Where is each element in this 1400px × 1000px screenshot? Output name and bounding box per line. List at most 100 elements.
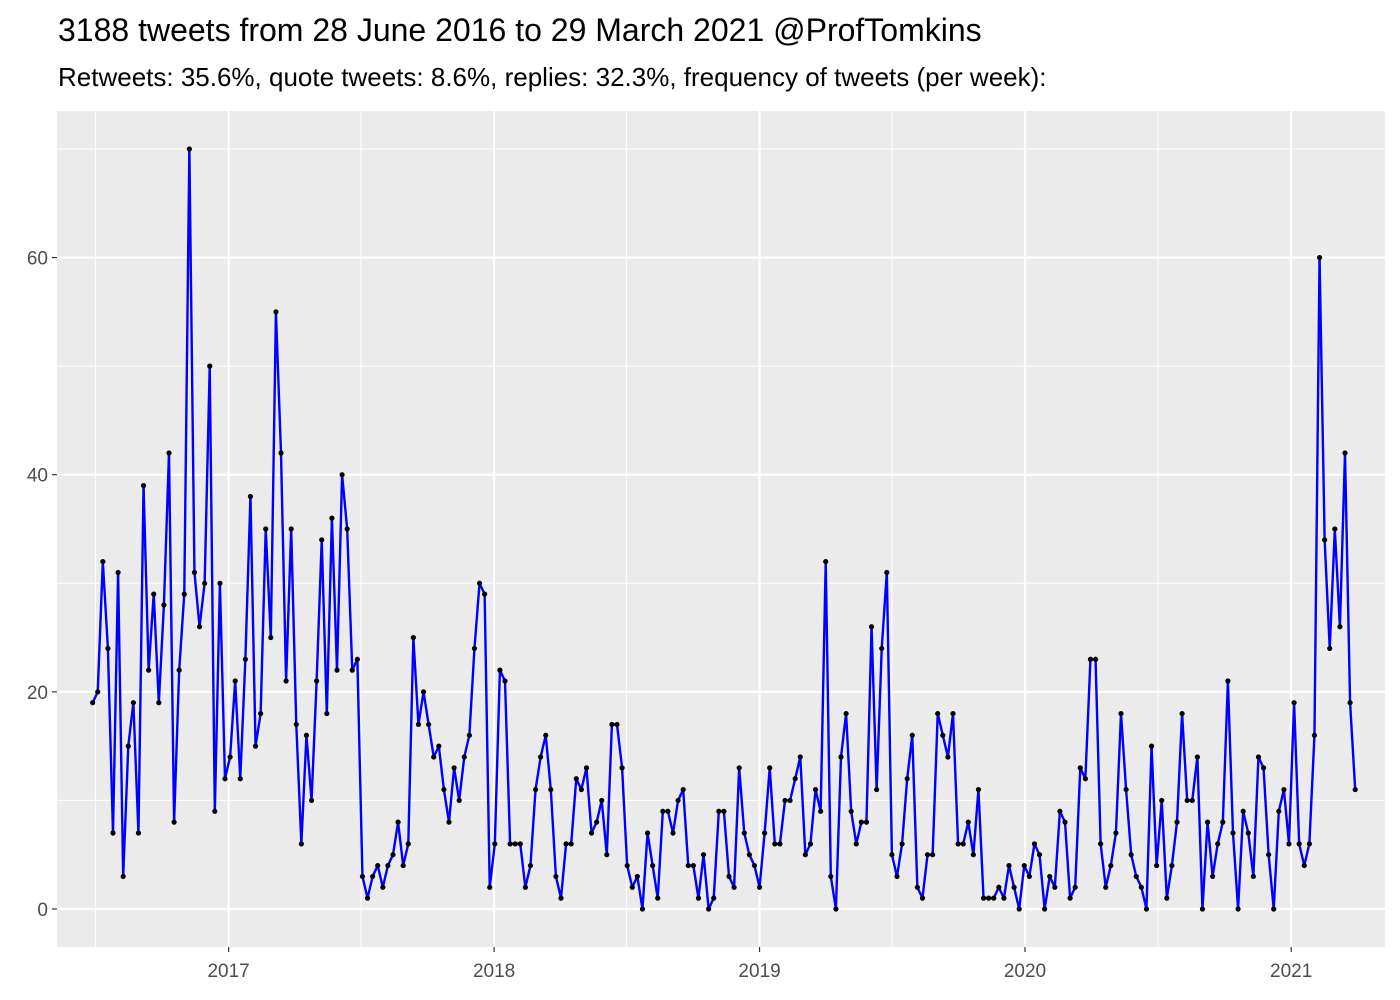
series-line-segment: [732, 766, 741, 889]
data-point: [303, 732, 310, 738]
series-line-segment: [1297, 842, 1306, 867]
series-line-segment: [641, 831, 649, 911]
data-point: [884, 569, 890, 576]
series-line-segment: [1028, 842, 1036, 878]
series-line-segment: [1094, 658, 1102, 846]
data-point: [751, 862, 758, 869]
data-point: [1266, 852, 1272, 858]
series-line-segment: [625, 864, 634, 889]
series-line-segment: [1267, 853, 1275, 911]
series-line-segment: [1124, 788, 1133, 856]
data-point: [202, 580, 208, 586]
data-point: [349, 667, 355, 673]
series-line-segment: [702, 853, 710, 911]
series-line-segment: [961, 820, 970, 846]
data-point: [207, 363, 213, 369]
series-line-segment: [1272, 810, 1281, 911]
data-point: [1128, 852, 1134, 858]
series-line-segment: [1114, 712, 1123, 835]
data-point: [1271, 906, 1277, 912]
data-point: [1143, 906, 1150, 912]
series-line-segment: [1252, 755, 1260, 878]
data-point: [996, 884, 1002, 890]
series-line-segment: [875, 647, 883, 791]
y-tick-label: 60: [27, 249, 48, 270]
series-line-segment: [1170, 820, 1179, 867]
series-line-segment: [921, 853, 929, 900]
data-point: [1301, 862, 1307, 869]
series-line-segment: [697, 853, 705, 900]
series-line-segment: [1348, 701, 1357, 791]
series-line-segment: [844, 712, 853, 813]
data-point: [894, 873, 900, 880]
data-point: [146, 667, 152, 673]
data-point: [191, 569, 198, 576]
data-point: [1026, 873, 1032, 880]
data-point: [1006, 862, 1012, 869]
chart-subtitle: Retweets: 35.6%, quote tweets: 8.6%, rep…: [58, 62, 1047, 92]
data-point: [1332, 526, 1338, 532]
data-point: [181, 591, 187, 597]
data-point: [186, 146, 192, 152]
data-point: [823, 558, 829, 565]
data-point: [385, 862, 391, 869]
series-line-segment: [1073, 766, 1082, 889]
series-line-segment: [1196, 755, 1204, 911]
series-line-segment: [325, 516, 334, 715]
series-line-segment: [529, 788, 537, 867]
series-line-segment: [412, 636, 420, 726]
series-line-segment: [284, 527, 293, 683]
data-point: [512, 841, 518, 847]
data-point: [650, 862, 656, 869]
data-point: [237, 776, 243, 782]
x-tick-label: 2018: [473, 961, 515, 982]
data-point: [782, 797, 788, 804]
data-point: [563, 841, 569, 847]
series-line-segment: [1216, 820, 1225, 846]
data-point: [711, 895, 717, 901]
data-point: [426, 721, 432, 728]
data-point: [517, 841, 523, 847]
data-point: [583, 765, 590, 771]
data-point: [227, 754, 233, 760]
data-point: [965, 819, 971, 825]
series-line-segment: [941, 734, 950, 759]
series-line-segment: [1129, 853, 1138, 878]
series-line-segment: [763, 766, 771, 835]
series-line-segment: [1109, 831, 1118, 867]
series-line-segment: [1323, 538, 1331, 650]
series-line-segment: [101, 560, 110, 650]
data-point: [1230, 830, 1236, 836]
data-point: [339, 472, 345, 478]
series-line-segment: [167, 451, 176, 824]
series-line-segment: [1038, 853, 1046, 911]
data-point: [741, 830, 747, 836]
series-line-segment: [244, 495, 252, 661]
series-line-segment: [213, 582, 222, 813]
series-line-segment: [1313, 256, 1321, 737]
data-point: [1215, 841, 1221, 847]
series-line-segment: [524, 864, 532, 889]
series-line-segment: [1175, 712, 1184, 824]
series-line-segment: [503, 679, 512, 846]
series-line-segment: [743, 831, 751, 856]
series-line-segment: [865, 625, 873, 824]
series-line-segment: [468, 647, 476, 737]
x-tick-label: 2020: [1004, 961, 1046, 982]
data-point: [1179, 710, 1185, 717]
series-line-segment: [1145, 744, 1153, 911]
series-line-segment: [1012, 886, 1021, 911]
series-line-segment: [335, 473, 344, 672]
data-point: [176, 667, 182, 673]
series-line-segment: [121, 744, 130, 878]
data-point: [196, 624, 203, 630]
data-point: [446, 819, 452, 825]
data-point: [731, 884, 737, 890]
series-line-segment: [111, 571, 120, 835]
data-point: [1103, 884, 1109, 890]
data-point: [487, 884, 493, 890]
data-point: [644, 830, 651, 836]
series-line-segment: [600, 799, 609, 856]
data-point: [105, 645, 111, 652]
data-point: [863, 819, 870, 825]
